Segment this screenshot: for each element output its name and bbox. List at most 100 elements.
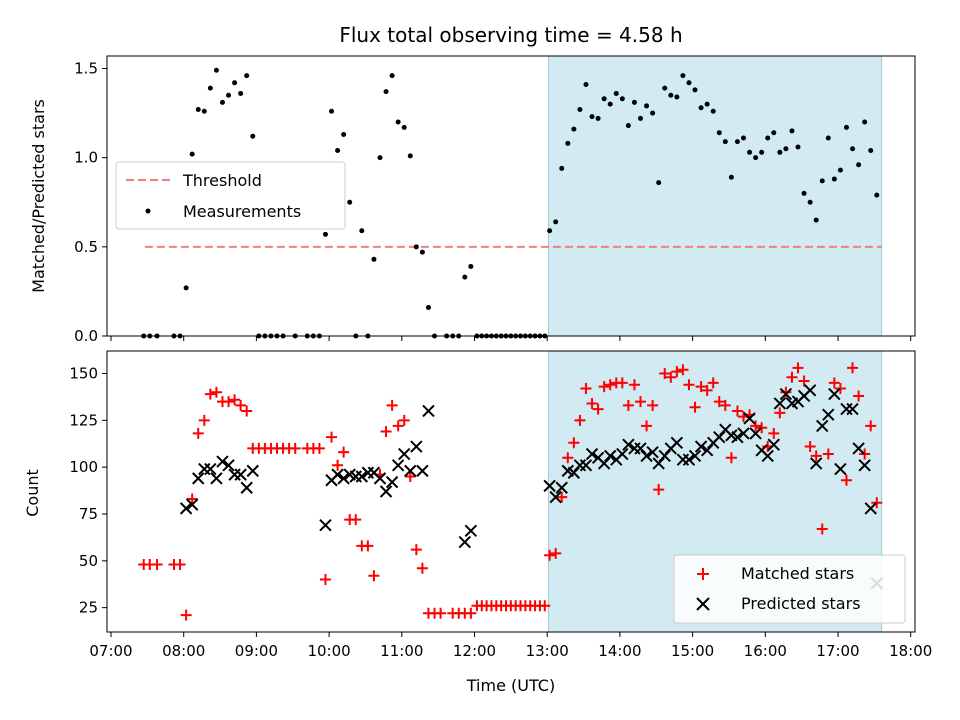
measurement-point-96: [734, 139, 740, 145]
predicted-star-point-57: [694, 440, 708, 453]
predicted-star-point-27: [410, 440, 423, 453]
matched-star-point-79: [622, 399, 634, 411]
bottom-x-ticks: 07:00 08:00 09:00 10:00 11:00 12:00 13:00 14:00…: [89, 632, 932, 660]
predicted-star-point-80: [834, 462, 847, 476]
matched-star-point-9: [204, 388, 216, 400]
measurement-point-42: [419, 249, 425, 255]
matched-star-point-27: [319, 574, 331, 586]
top-y-tick-label-2: 1.0: [74, 149, 98, 167]
measurement-point-35: [377, 155, 383, 161]
predicted-star-point-47: [634, 442, 647, 455]
measurement-point-40: [407, 153, 413, 159]
matched-star-point-67: [550, 547, 562, 559]
measurement-point-101: [765, 135, 771, 141]
measurement-point-82: [650, 110, 656, 116]
measurement-point-112: [831, 176, 837, 182]
matched-star-point-104: [774, 407, 786, 419]
matched-star-point-91: [695, 381, 707, 393]
matched-star-point-40: [398, 414, 410, 426]
matched-star-point-95: [719, 399, 731, 411]
measurement-point-83: [656, 180, 662, 186]
matched-star-point-70: [568, 437, 580, 449]
predicted-star-point-22: [379, 485, 393, 498]
predicted-star-point-10: [240, 481, 253, 494]
matched-star-point-106: [786, 371, 798, 383]
measurement-point-26: [322, 231, 328, 237]
predicted-star-point-9: [234, 468, 247, 481]
measurement-point-13: [232, 80, 238, 86]
matched-star-point-46: [435, 607, 447, 619]
matched-star-point-109: [804, 441, 816, 453]
measurement-point-95: [728, 174, 734, 180]
matched-star-point-96: [725, 452, 737, 464]
measurement-point-69: [571, 126, 577, 132]
measurement-point-73: [595, 115, 601, 121]
matched-star-point-83: [647, 399, 659, 411]
matched-star-point-6: [186, 493, 198, 505]
measurement-point-94: [722, 139, 728, 145]
top-y-tick-label-1: 0.5: [74, 238, 98, 256]
measurement-point-117: [862, 119, 868, 125]
measurement-point-115: [850, 146, 856, 152]
predicted-star-point-77: [816, 419, 829, 433]
measurement-point-39: [401, 124, 407, 130]
measurement-point-29: [341, 131, 347, 137]
matched-star-point-113: [828, 377, 840, 389]
predicted-star-point-63: [731, 430, 744, 444]
top-y-ticks: 0.0 0.5 1.0 1.5: [74, 59, 107, 345]
matched-star-point-92: [701, 384, 713, 396]
matched-star-point-32: [350, 514, 362, 526]
predicted-star-point-53: [670, 436, 684, 450]
matched-star-point-89: [683, 379, 695, 391]
bottom-panel: Matched stars Predicted stars 07:00 08:00…: [23, 350, 932, 695]
measurement-point-91: [704, 101, 710, 107]
predicted-star-point-55: [682, 453, 696, 466]
matched-star-point-112: [822, 448, 834, 460]
chart-title: Flux total observing time = 4.58 h: [339, 23, 682, 47]
measurement-point-38: [395, 119, 401, 125]
predicted-star-point-49: [646, 445, 659, 459]
matched-star-point-37: [380, 426, 392, 438]
measurement-point-34: [371, 256, 377, 262]
matched-star-point-78: [616, 377, 628, 389]
measurement-point-93: [716, 130, 722, 136]
matched-star-point-41: [404, 471, 416, 483]
measurement-point-87: [680, 73, 686, 79]
predicted-star-point-8: [228, 468, 241, 481]
bottom-legend: Matched stars Predicted stars: [673, 554, 906, 624]
predicted-star-point-4: [204, 462, 217, 476]
matched-star-point-76: [604, 379, 616, 391]
matched-star-point-116: [847, 362, 859, 374]
matched-star-point-14: [235, 399, 247, 411]
measurement-point-113: [837, 167, 843, 173]
measurement-point-76: [613, 90, 619, 96]
measurement-point-12: [226, 92, 232, 98]
measurement-point-71: [583, 82, 589, 88]
top-axes-frame: [106, 55, 916, 337]
predicted-star-point-50: [652, 457, 665, 470]
matched-star-point-117: [853, 390, 865, 402]
predicted-star-point-34: [555, 481, 568, 494]
x-tick-label-8: 15:00: [671, 642, 714, 660]
matched-star-point-110: [810, 450, 822, 462]
measurement-point-108: [807, 199, 813, 205]
threshold-legend-label: Threshold: [182, 171, 262, 190]
matched-star-point-29: [332, 459, 344, 471]
predicted-star-point-56: [688, 449, 702, 463]
matched-star-point-97: [731, 405, 743, 417]
predicted-star-point-85: [864, 502, 877, 515]
predicted-star-point-0: [179, 502, 193, 515]
measurement-point-116: [856, 162, 862, 168]
predicted-star-points: [179, 384, 883, 590]
matched-star-point-115: [840, 474, 852, 486]
x-tick-label-7: 14:00: [598, 642, 641, 660]
predicted-star-point-6: [216, 455, 229, 468]
measurement-point-14: [238, 90, 244, 96]
predicted-star-point-19: [361, 466, 375, 479]
matched-star-point-90: [689, 401, 701, 413]
x-tick-label-1: 08:00: [162, 642, 205, 660]
matched-star-point-85: [659, 367, 671, 379]
predicted-star-point-51: [658, 449, 671, 463]
x-tick-label-10: 17:00: [816, 642, 859, 660]
